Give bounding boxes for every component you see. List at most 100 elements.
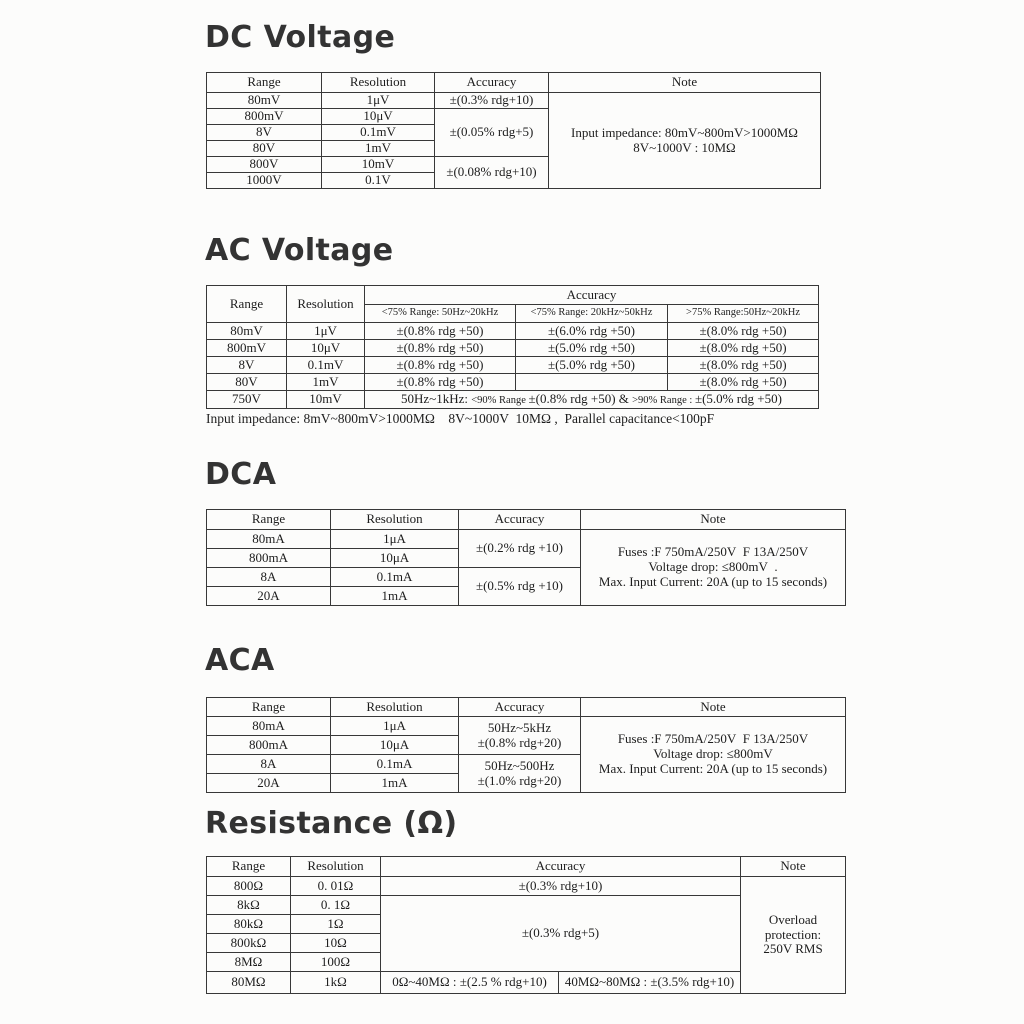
resolution-cell: 1μV [286, 322, 365, 340]
accuracy-cell: ±(0.8% rdg +50) [364, 356, 516, 374]
accuracy-subheader: <75% Range: 50Hz~20kHz [364, 304, 516, 323]
resolution-cell: 0.1mA [330, 567, 459, 587]
resolution-cell: 0.1V [321, 172, 435, 189]
ac-voltage-title: AC Voltage [205, 233, 394, 268]
resolution-header: Resolution [330, 509, 459, 530]
accuracy-text: ±(5.0% rdg +50) [694, 390, 782, 406]
accuracy-text-small: <90% Range [471, 394, 529, 406]
range-cell: 1000V [206, 172, 322, 189]
resolution-cell: 10mV [286, 390, 365, 409]
accuracy-header: Accuracy [458, 697, 581, 717]
accuracy-cell: ±(6.0% rdg +50) [515, 322, 668, 340]
table-row: 80mV 1μV ±(0.3% rdg+10) Input impedance:… [206, 92, 821, 189]
resolution-header: Resolution [330, 697, 459, 717]
range-header: Range [206, 856, 291, 877]
range-cell: 8V [206, 356, 287, 374]
accuracy-text: ±(0.8% rdg +50) & [528, 390, 633, 406]
range-header: Range [206, 509, 331, 530]
resistance-title: Resistance (Ω) [205, 806, 458, 841]
dc-voltage-title: DC Voltage [205, 20, 396, 55]
resolution-cell: 1μA [330, 716, 459, 736]
accuracy-header: Accuracy [458, 509, 581, 530]
resolution-cell: 0.1mV [321, 124, 435, 141]
accuracy-cell: ±(8.0% rdg +50) [666, 322, 820, 340]
resolution-cell: 0.1mV [286, 356, 365, 374]
accuracy-cell [515, 373, 668, 391]
table-row: 80mV 1μV ±(0.8% rdg +50) ±(6.0% rdg +50)… [206, 322, 820, 340]
resistance-table: Range Resolution Accuracy Note 800Ω 0. 0… [206, 856, 846, 994]
resolution-header: Resolution [290, 856, 381, 877]
resolution-cell: 0. 1Ω [290, 895, 381, 915]
resolution-header: Resolution [321, 72, 435, 93]
accuracy-header: Accuracy [434, 72, 549, 93]
range-cell: 80mA [206, 529, 331, 549]
range-cell: 20A [206, 773, 331, 793]
table-row: 800mV 10μV ±(0.8% rdg +50) ±(5.0% rdg +5… [206, 339, 820, 357]
accuracy-cell: ±(0.08% rdg+10) [434, 156, 549, 189]
accuracy-cell: ±(8.0% rdg +50) [666, 373, 820, 391]
accuracy-cell: ±(0.8% rdg +50) [364, 322, 516, 340]
range-cell: 800mA [206, 735, 331, 755]
ac-voltage-table: Range Resolution Accuracy <75% Range: 50… [206, 285, 820, 409]
note-header: Note [740, 856, 846, 877]
aca-title: ACA [205, 643, 275, 678]
range-cell: 80MΩ [206, 971, 291, 994]
resolution-cell: 10Ω [290, 933, 381, 953]
range-cell: 80V [206, 373, 287, 391]
range-cell: 800mV [206, 339, 287, 357]
accuracy-cell: ±(0.5% rdg +10) [458, 567, 581, 606]
note-header: Note [548, 72, 821, 93]
accuracy-subheader: >75% Range:50Hz~20kHz [666, 304, 820, 323]
dca-title: DCA [205, 457, 277, 492]
note-cell: Input impedance: 80mV~800mV>1000MΩ 8V~10… [548, 92, 821, 189]
table-header-row: Range Resolution Accuracy Note [206, 697, 846, 717]
range-cell: 20A [206, 586, 331, 606]
note-cell: Fuses :F 750mA/250V F 13A/250V Voltage d… [580, 716, 846, 793]
accuracy-text-small: >90% Range : [632, 394, 695, 406]
range-cell: 80mA [206, 716, 331, 736]
table-row: 8V 0.1mV [206, 124, 821, 141]
note-cell: Fuses :F 750mA/250V F 13A/250V Voltage d… [580, 529, 846, 606]
resolution-cell: 10mV [321, 156, 435, 173]
accuracy-cell: ±(0.3% rdg+5) [380, 895, 741, 972]
resolution-cell: 1mA [330, 773, 459, 793]
range-cell: 800mA [206, 548, 331, 568]
accuracy-cell: ±(0.8% rdg +50) [364, 339, 516, 357]
range-cell: 80mV [206, 322, 287, 340]
ac-voltage-footnote: Input impedance: 8mV~800mV>1000MΩ 8V~100… [206, 411, 715, 426]
range-cell: 80kΩ [206, 914, 291, 934]
resolution-cell: 0. 01Ω [290, 876, 381, 896]
resolution-cell: 1μV [321, 92, 435, 109]
resolution-cell: 10μV [321, 108, 435, 125]
table-row: 8MΩ 100Ω [206, 952, 846, 972]
note-header: Note [580, 509, 846, 530]
resolution-cell: 10μV [286, 339, 365, 357]
range-header: Range [206, 285, 287, 323]
range-header: Range [206, 72, 322, 93]
table-row: 750V 10mV 50Hz~1kHz: <90% Range ±(0.8% r… [206, 390, 820, 409]
accuracy-header: Accuracy [380, 856, 741, 877]
accuracy-cell: ±(0.8% rdg +50) [364, 373, 516, 391]
table-row: 1000V 0.1V [206, 172, 821, 189]
table-row: 8V 0.1mV ±(0.8% rdg +50) ±(5.0% rdg +50)… [206, 356, 820, 374]
range-cell: 80mV [206, 92, 322, 109]
table-row: 80MΩ 1kΩ 0Ω~40MΩ : ±(2.5 % rdg+10) 40MΩ~… [206, 971, 846, 994]
accuracy-cell: ±(0.05% rdg+5) [434, 108, 549, 157]
table-subheader-row: <75% Range: 50Hz~20kHz <75% Range: 20kHz… [207, 304, 820, 323]
accuracy-cell: ±(8.0% rdg +50) [666, 356, 820, 374]
resolution-cell: 1kΩ [290, 971, 381, 994]
range-cell: 8V [206, 124, 322, 141]
aca-table: Range Resolution Accuracy Note 80mA 1μA … [206, 697, 846, 793]
table-row: 80V 1mV ±(0.8% rdg +50) ±(8.0% rdg +50) [206, 373, 820, 391]
accuracy-cell: 50Hz~1kHz: <90% Range ±(0.8% rdg +50) & … [363, 390, 820, 409]
table-header-row: Range Resolution Accuracy Note [206, 72, 821, 93]
accuracy-subheader: <75% Range: 20kHz~50kHz [515, 304, 668, 323]
table-row: 80mA 1μA 50Hz~5kHz ±(0.8% rdg+20) Fuses … [206, 716, 846, 793]
resolution-header: Resolution [286, 285, 365, 323]
range-cell: 800V [206, 156, 322, 173]
resolution-cell: 0.1mA [330, 754, 459, 774]
range-cell: 80V [206, 140, 322, 157]
accuracy-cell: ±(5.0% rdg +50) [515, 356, 668, 374]
table-row: 20A 1mA [206, 773, 846, 793]
accuracy-cell: 50Hz~5kHz ±(0.8% rdg+20) [458, 716, 581, 755]
